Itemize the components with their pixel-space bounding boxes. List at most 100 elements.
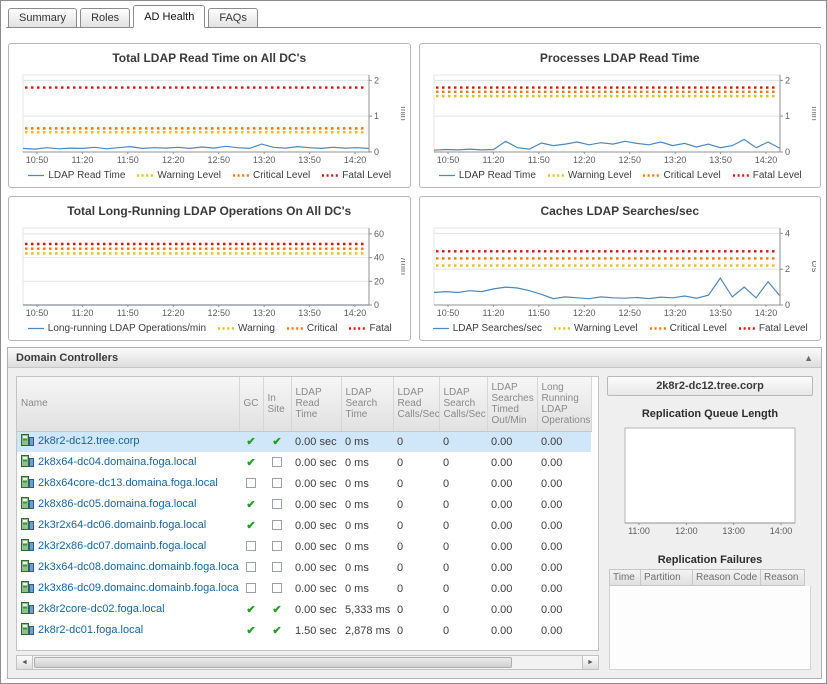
column-header[interactable]: Long Running LDAP Operations xyxy=(537,377,592,432)
metric-value: 0.00 xyxy=(491,540,513,553)
legend-item: Warning Level xyxy=(136,170,221,181)
metric-value: 0.00 xyxy=(487,431,537,452)
svg-text:14:20: 14:20 xyxy=(754,155,777,165)
gc-cell: ✔ xyxy=(239,620,263,641)
selected-dc-title: 2k8r2-dc12.tree.corp xyxy=(607,376,813,396)
legend-item: Fatal Level xyxy=(321,170,391,181)
legend-item: LDAP Read Time xyxy=(27,170,125,181)
collapse-icon[interactable]: ▲ xyxy=(804,352,813,363)
tab-ad-health[interactable]: AD Health xyxy=(133,5,206,28)
dc-row[interactable]: 2k8r2-dc12.tree.corp ✔ ✔ 0.00 sec 0 ms 0 0 0.00… xyxy=(17,431,591,452)
svg-text:0: 0 xyxy=(374,147,379,157)
chart-plot: 0 20 40 60 10:50 11:20 11:50 12:20 12:50 13:20 13:… xyxy=(22,227,405,318)
svg-text:12:50: 12:50 xyxy=(208,308,231,318)
domain-controller-icon xyxy=(21,623,34,635)
metric-value: 0 xyxy=(443,561,450,574)
check-icon: ✔ xyxy=(246,499,256,511)
svg-text:10:50: 10:50 xyxy=(436,155,459,165)
metric-value: 0 xyxy=(397,477,404,490)
metric-value: 0.00 sec xyxy=(295,603,337,616)
metric-value: 0 xyxy=(443,603,450,616)
legend-marker-icon xyxy=(322,174,339,177)
metric-value: 0 xyxy=(397,582,404,595)
column-header[interactable]: LDAP Read Calls/Sec xyxy=(393,377,440,432)
dc-row[interactable]: 2k3x86-dc09.domainc.domainb.foga.local 0.… xyxy=(17,578,591,599)
metric-value: 0.00 xyxy=(541,624,563,637)
svg-text:10:50: 10:50 xyxy=(436,308,459,318)
dc-row[interactable]: 2k8r2core-dc02.foga.local ✔ ✔ 0.00 sec 5,333… xyxy=(17,599,591,620)
replication-queue-title: Replication Queue Length xyxy=(641,408,779,420)
domain-controller-icon xyxy=(21,518,34,530)
chart-legend: LDAP Searches/sec Warning Level Critical L… xyxy=(424,323,817,338)
scroll-left-button[interactable]: ◄ xyxy=(17,656,33,669)
dc-row[interactable]: 2k3r2x64-dc06.domainb.foga.local ✔ 0.00 se… xyxy=(17,515,591,536)
metric-value: 0 ms xyxy=(345,540,369,553)
unchecked-box-icon xyxy=(246,540,256,551)
metric-value: 0.00 xyxy=(541,582,563,595)
chart-plot: 0 2 4 10:50 11:20 11:50 12:20 12:50 13:20 13:50 14… xyxy=(433,227,816,318)
dc-row[interactable]: 2k8x86-dc05.domaina.foga.local ✔ 0.00 sec 0… xyxy=(17,494,591,515)
in-site-cell xyxy=(263,557,291,578)
replication-failures-section: Replication Failures Time Partition Reason… xyxy=(607,550,813,670)
column-header[interactable]: LDAP Search Time xyxy=(341,377,394,432)
svg-text:0: 0 xyxy=(785,147,790,157)
column-header[interactable]: GC xyxy=(239,377,264,432)
legend-label: LDAP Read Time xyxy=(48,170,126,181)
domain-controller-icon xyxy=(21,560,34,572)
chart-panel-4: Caches LDAP Searches/sec 0 2 4 10:50 11:20 11:… xyxy=(418,196,821,341)
tab-faqs[interactable]: FAQs xyxy=(208,8,258,27)
metric-value: 0 ms xyxy=(341,431,393,452)
column-header[interactable]: LDAP Searches Timed Out/Min xyxy=(487,377,538,432)
legend-item: Fatal Level xyxy=(732,170,802,181)
metric-value: 0.00 xyxy=(541,456,563,469)
dc-row[interactable]: 2k8x64core-dc13.domaina.foga.local 0.00 s… xyxy=(17,473,591,494)
metric-value: 0 ms xyxy=(345,519,369,532)
metric-value: 0.00 xyxy=(541,561,563,574)
tab-roles[interactable]: Roles xyxy=(80,8,131,27)
scrollbar-thumb[interactable] xyxy=(34,657,512,668)
column-header[interactable]: In Site xyxy=(263,377,292,432)
failures-column-reason-code[interactable]: Reason Code xyxy=(693,569,761,586)
legend-marker-icon xyxy=(732,174,749,177)
legend-label: Fatal xyxy=(369,323,392,334)
chart-title: Caches LDAP Searches/sec xyxy=(540,204,700,218)
in-site-cell xyxy=(263,452,291,473)
dc-row[interactable]: 2k3x64-dc08.domainc.domainb.foga.local 0.… xyxy=(17,557,591,578)
column-header[interactable]: LDAP Read Time xyxy=(291,377,342,432)
unchecked-box-icon xyxy=(272,561,282,572)
chart-plot-area: 0 1 2 10:50 11:20 11:50 12:20 12:50 13:20 13:50 14… xyxy=(13,65,406,170)
dc-name: 2k8x86-dc05.domaina.foga.local xyxy=(38,498,197,510)
dc-row[interactable]: 2k3r2x86-dc07.domainb.foga.local 0.00 sec… xyxy=(17,536,591,557)
column-header[interactable]: LDAP Search Calls/Sec xyxy=(439,377,488,432)
domain-controller-icon xyxy=(21,581,34,593)
chart-legend: LDAP Read Time Warning Level Critical Leve… xyxy=(424,170,817,185)
metric-value: 0 xyxy=(443,582,450,595)
dc-name: 2k3r2x64-dc06.domainb.foga.local xyxy=(38,519,207,531)
scrollbar-track[interactable] xyxy=(33,656,582,669)
chart-legend: LDAP Read Time Warning Level Critical Leve… xyxy=(13,170,406,185)
dc-name: 2k3x64-dc08.domainc.domainb.foga.local xyxy=(38,561,239,573)
legend-label: Critical Level xyxy=(663,170,721,181)
failures-column-reason[interactable]: Reason xyxy=(761,569,805,586)
svg-text:1: 1 xyxy=(374,111,379,121)
dc-name: 2k8x64-dc04.domaina.foga.local xyxy=(38,456,197,468)
horizontal-scrollbar[interactable]: ◄ ► xyxy=(16,655,599,670)
tab-summary[interactable]: Summary xyxy=(8,8,78,27)
domain-controllers-header[interactable]: Domain Controllers ▲ xyxy=(8,348,821,368)
dc-row[interactable]: 2k8x64-dc04.domaina.foga.local ✔ 0.00 sec 0… xyxy=(17,452,591,473)
check-icon: ✔ xyxy=(272,436,282,449)
gc-cell: ✔ xyxy=(239,452,263,473)
in-site-cell: ✔ xyxy=(263,431,291,452)
svg-text:0: 0 xyxy=(374,300,379,310)
svg-text:10:50: 10:50 xyxy=(26,155,49,165)
legend-marker-icon xyxy=(649,327,666,330)
column-header[interactable]: Name xyxy=(17,377,240,432)
unchecked-box-icon xyxy=(272,477,282,488)
scroll-right-button[interactable]: ► xyxy=(582,656,598,669)
metric-value: 0.00 sec xyxy=(295,582,337,595)
tab-bar: Summary Roles AD Health FAQs xyxy=(6,5,821,28)
failures-column-time[interactable]: Time xyxy=(609,569,641,586)
metric-value: 5,333 ms xyxy=(345,603,391,616)
dc-row[interactable]: 2k8r2-dc01.foga.local ✔ ✔ 1.50 sec 2,878 ms 0… xyxy=(17,620,591,641)
failures-column-partition[interactable]: Partition xyxy=(641,569,693,586)
